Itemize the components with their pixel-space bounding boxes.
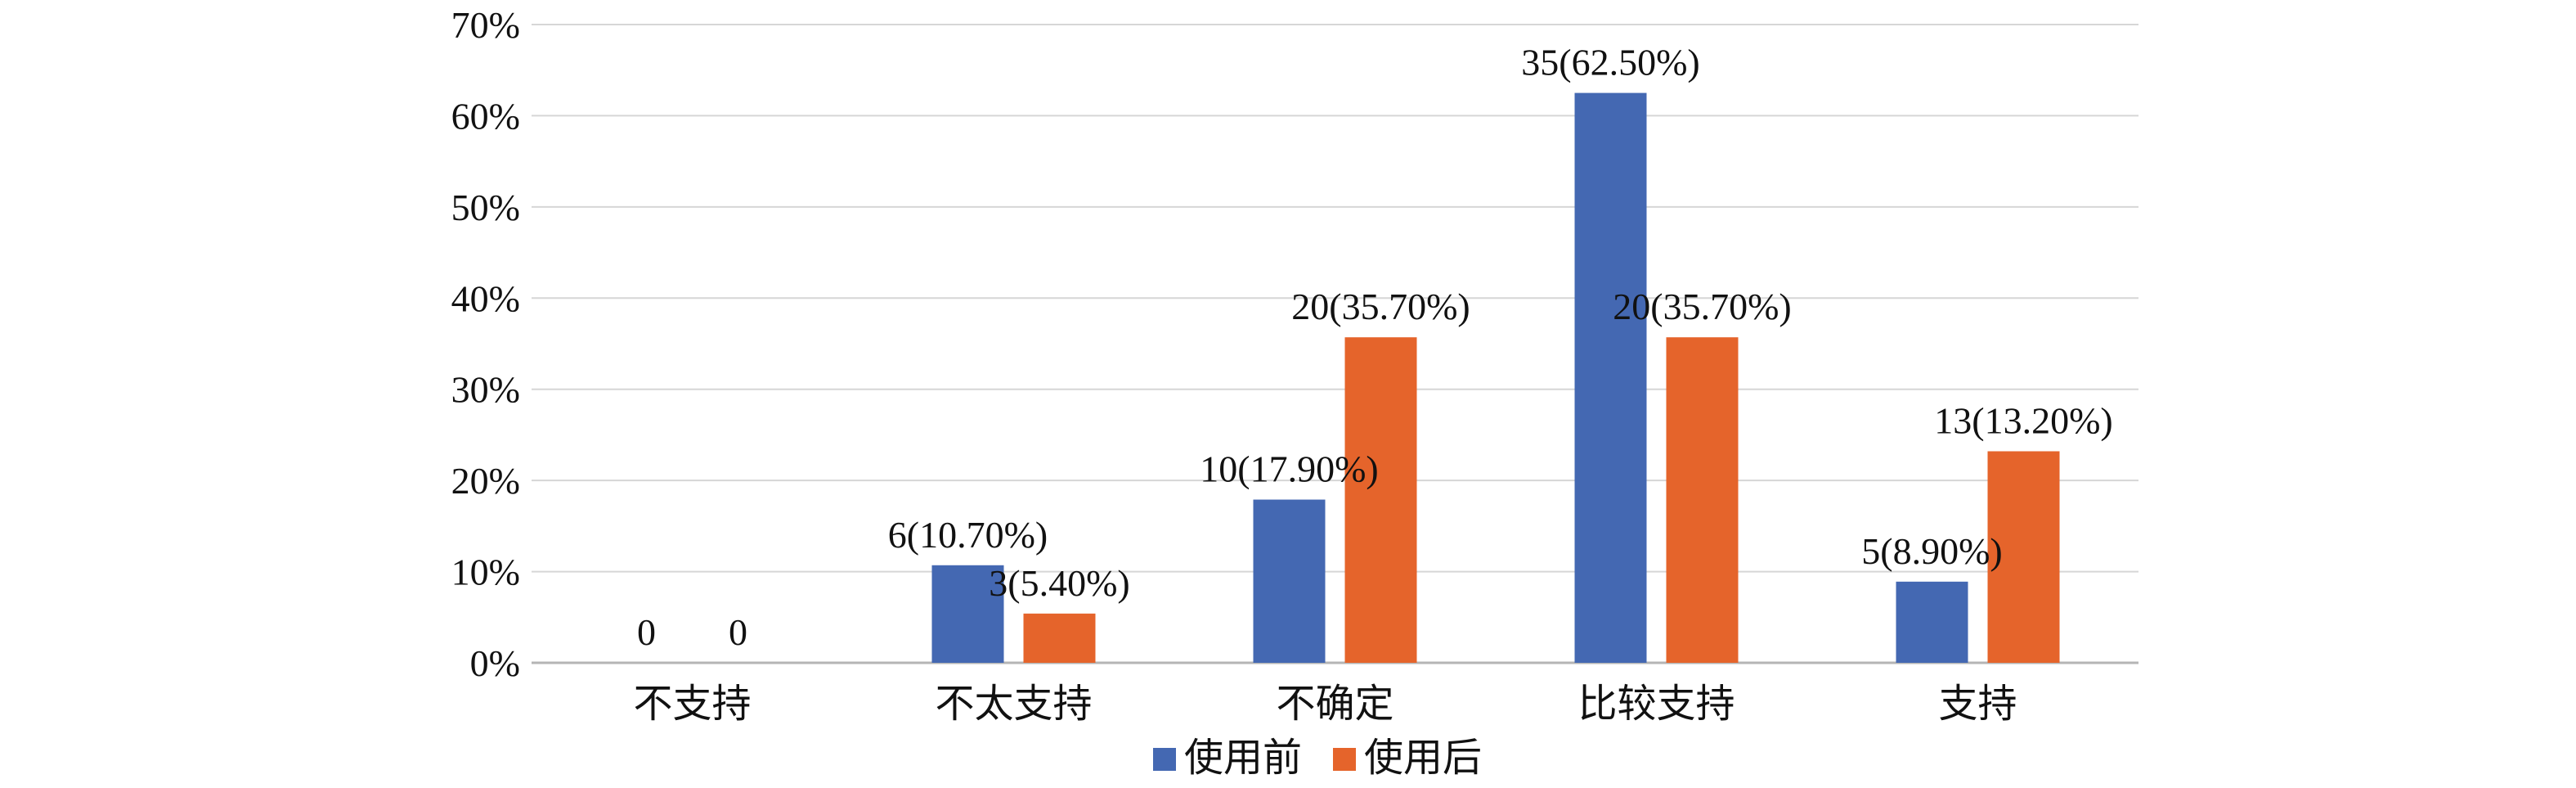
y-tick-label: 70% [451,4,520,46]
y-tick-label: 30% [451,369,520,411]
bar-before [1574,92,1647,664]
legend-label: 使用后 [1364,736,1482,780]
data-label: 10(17.90%) [1200,448,1378,490]
bar-after [1344,337,1417,663]
data-label: 20(35.70%) [1613,286,1791,327]
bars [931,92,2060,664]
data-label: 6(10.70%) [888,514,1048,556]
y-tick-label: 0% [470,642,520,684]
data-label: 35(62.50%) [1521,42,1699,83]
data-labels: 0 0 6(10.70%) 3(5.40%) 10(17.90%) 20(35.70%) 3… [637,42,2113,653]
gridlines [532,24,2138,664]
legend-swatch [1333,748,1356,771]
legend: 使用前 使用后 [1153,736,1482,780]
bar-after [1023,613,1096,663]
data-label: 13(13.20%) [1934,399,2112,441]
y-tick-label: 10% [451,552,520,593]
data-label: 3(5.40%) [989,562,1129,604]
bar-after [1987,451,2060,663]
x-tick-label: 比较支持 [1577,682,1735,726]
legend-label: 使用前 [1184,736,1302,780]
y-tick-label: 60% [451,95,520,137]
x-tick-label: 支持 [1938,682,2017,726]
y-tick-label: 50% [451,187,520,228]
data-label: 20(35.70%) [1291,286,1470,327]
data-label: 0 [729,611,747,653]
bar-before [1253,499,1326,663]
x-tick-label: 不太支持 [935,682,1092,726]
x-axis: 不支持 不太支持 不确定 比较支持 支持 [633,682,2017,726]
y-tick-label: 40% [451,277,520,319]
x-tick-label: 不支持 [633,682,751,726]
legend-swatch [1153,748,1176,771]
y-axis: 0% 10% 20% 30% 40% 50% 60% 70% [451,4,520,684]
bar-before [931,565,1004,663]
data-label: 5(8.90%) [1861,530,2002,572]
bar-before [1896,581,1968,663]
bar-after [1666,337,1739,663]
data-label: 0 [637,611,656,653]
y-tick-label: 20% [451,460,520,502]
x-tick-label: 不确定 [1276,682,1393,726]
